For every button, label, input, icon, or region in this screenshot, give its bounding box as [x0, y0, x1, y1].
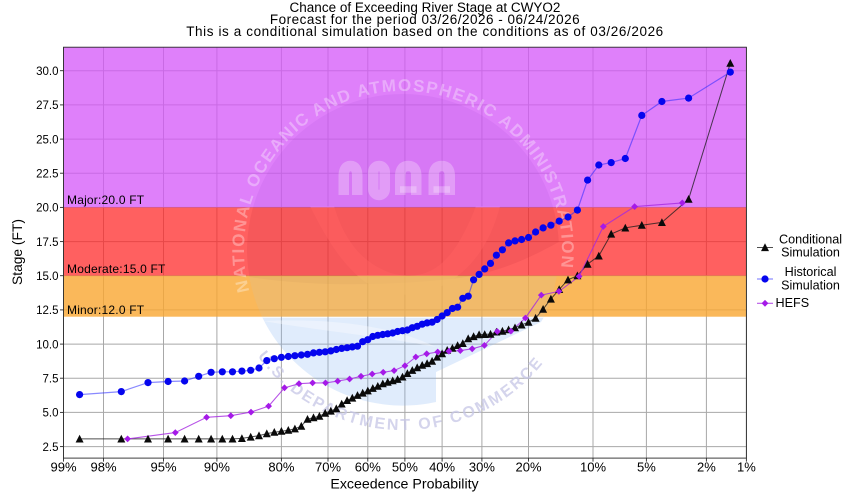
svg-text:99%: 99%	[50, 459, 76, 474]
svg-text:Simulation: Simulation	[781, 246, 840, 260]
svg-text:Stage (FT): Stage (FT)	[10, 219, 25, 285]
svg-text:5.0: 5.0	[43, 408, 59, 420]
svg-text:10%: 10%	[580, 459, 606, 474]
svg-text:17.5: 17.5	[36, 237, 58, 249]
svg-text:This is a conditional simulati: This is a conditional simulation based o…	[186, 24, 664, 39]
svg-text:98%: 98%	[90, 459, 116, 474]
svg-text:20.0: 20.0	[36, 203, 58, 215]
svg-text:27.5: 27.5	[36, 100, 58, 112]
svg-text:2.5: 2.5	[43, 442, 59, 454]
svg-text:Conditional: Conditional	[779, 233, 842, 247]
svg-text:50%: 50%	[392, 459, 418, 474]
svg-text:Minor:12.0 FT: Minor:12.0 FT	[67, 303, 145, 317]
svg-text:Moderate:15.0 FT: Moderate:15.0 FT	[67, 262, 166, 276]
svg-text:80%: 80%	[268, 459, 294, 474]
svg-text:Major:20.0 FT: Major:20.0 FT	[67, 193, 145, 207]
svg-text:5%: 5%	[637, 459, 656, 474]
svg-text:95%: 95%	[150, 459, 176, 474]
svg-text:12.5: 12.5	[36, 305, 58, 317]
svg-text:Forecast for the period 03/26/: Forecast for the period 03/26/2026 - 06/…	[270, 12, 580, 27]
svg-text:22.5: 22.5	[36, 169, 58, 181]
svg-text:15.0: 15.0	[36, 271, 58, 283]
svg-text:2%: 2%	[697, 459, 716, 474]
svg-text:30%: 30%	[469, 459, 495, 474]
svg-text:90%: 90%	[204, 459, 230, 474]
svg-text:HEFS: HEFS	[776, 296, 810, 310]
svg-text:40%: 40%	[429, 459, 455, 474]
svg-text:70%: 70%	[315, 459, 341, 474]
svg-text:25.0: 25.0	[36, 134, 58, 146]
svg-text:Historical: Historical	[785, 265, 837, 279]
svg-text:Chance of Exceeding River Stag: Chance of Exceeding River Stage at CWYO2	[290, 0, 561, 15]
svg-text:20%: 20%	[515, 459, 541, 474]
svg-text:10.0: 10.0	[36, 339, 58, 351]
svg-text:30.0: 30.0	[36, 66, 58, 78]
svg-text:Exceedence Probability: Exceedence Probability	[330, 477, 479, 493]
svg-text:1%: 1%	[737, 459, 756, 474]
svg-text:7.5: 7.5	[43, 374, 59, 386]
svg-text:60%: 60%	[355, 459, 381, 474]
svg-text:Simulation: Simulation	[781, 279, 840, 293]
